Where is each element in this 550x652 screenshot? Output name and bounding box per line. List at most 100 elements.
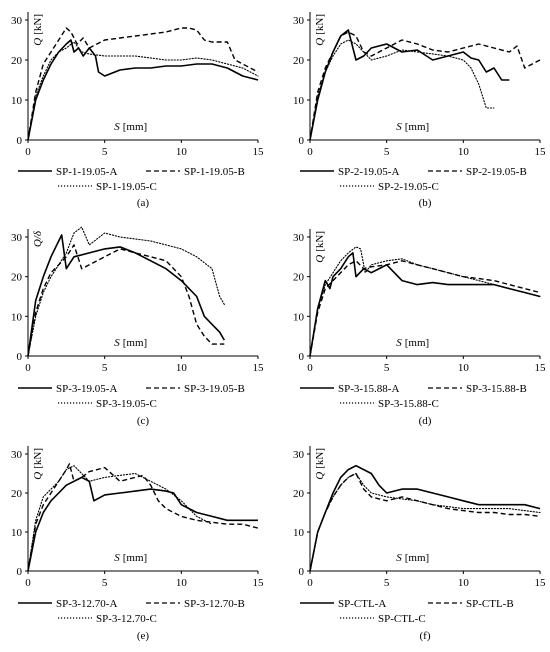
y-tick-label: 20 bbox=[11, 55, 23, 67]
series-line-sp-2-19-05-b bbox=[309, 31, 541, 141]
x-tick-label: 15 bbox=[535, 146, 547, 158]
x-axis-label: S [mm] bbox=[396, 121, 429, 133]
y-tick-label: 30 bbox=[293, 449, 305, 461]
panel-caption: (e) bbox=[137, 630, 150, 642]
y-tick-label: 30 bbox=[11, 449, 23, 461]
y-axis-label-unit: [kN] bbox=[314, 448, 326, 469]
legend-label: SP-3-12.70-A bbox=[56, 598, 117, 610]
x-tick-label: 15 bbox=[253, 362, 265, 374]
series-line-sp-3-19-05-b bbox=[27, 244, 225, 357]
chart-panel-a: 0 5 10 15 0 10 20 30 Q [kN] S [mm] SP-1-19.05-A SP-1-… bbox=[11, 12, 264, 209]
chart-panel-d: 0 5 10 15 0 10 20 30 Q [kN] S [mm] SP-3-15.88-A SP-3-… bbox=[293, 229, 546, 427]
series-line-sp-ctl-a bbox=[309, 464, 541, 572]
y-tick-label: 10 bbox=[293, 95, 305, 107]
y-tick-label: 0 bbox=[299, 351, 305, 363]
x-axis-label-unit: [mm] bbox=[405, 121, 429, 133]
y-axis-label: Q/δ bbox=[32, 230, 44, 247]
y-axis-label-var: Q/δ bbox=[32, 230, 44, 247]
x-tick-label: 10 bbox=[458, 146, 470, 158]
chart-panel-e: 0 5 10 15 0 10 20 30 Q [kN] S [mm] SP-3-12.70-A SP-3-… bbox=[11, 446, 264, 642]
x-tick-label: 0 bbox=[307, 577, 313, 589]
series-line-sp-1-19-05-b bbox=[27, 27, 259, 141]
legend-label: SP-1-19.05-B bbox=[184, 166, 245, 178]
x-axis-label: S [mm] bbox=[396, 337, 429, 349]
x-axis-label: S [mm] bbox=[396, 552, 429, 564]
y-axis-label: Q [kN] bbox=[314, 14, 326, 46]
legend-label: SP-3-19.05-B bbox=[184, 383, 245, 395]
legend-label: SP-3-12.70-C bbox=[96, 613, 157, 625]
chart-panel-c: 0 5 10 15 0 10 20 30 Q/δ S [mm] SP-3-19.05-A SP-3-19… bbox=[11, 226, 265, 427]
chart-panel-f: 0 5 10 15 0 10 20 30 Q [kN] S [mm] SP-CTL-A SP-CTL-B S… bbox=[293, 446, 546, 642]
legend-label: SP-2-19.05-B bbox=[466, 166, 527, 178]
chart-panel-b: 0 5 10 15 0 10 20 30 Q [kN] S [mm] SP-2-19.05-A SP-2-… bbox=[293, 12, 546, 209]
series-line-sp-2-19-05-c bbox=[309, 39, 495, 141]
y-tick-label: 10 bbox=[11, 311, 23, 323]
x-tick-label: 10 bbox=[458, 362, 470, 374]
series-line-sp-1-19-05-c bbox=[27, 41, 259, 141]
x-axis-label: S [mm] bbox=[114, 552, 147, 564]
y-tick-label: 30 bbox=[293, 232, 305, 244]
x-axis-label-unit: [mm] bbox=[123, 337, 147, 349]
legend-label: SP-3-15.88-A bbox=[338, 383, 399, 395]
x-tick-label: 15 bbox=[535, 577, 547, 589]
y-tick-label: 0 bbox=[17, 566, 23, 578]
x-tick-label: 15 bbox=[535, 362, 547, 374]
x-axis-label: S [mm] bbox=[114, 337, 147, 349]
y-tick-label: 20 bbox=[11, 488, 23, 500]
y-tick-label: 10 bbox=[293, 527, 305, 539]
series-line-sp-ctl-b bbox=[309, 472, 541, 572]
y-axis-label-unit: [kN] bbox=[32, 14, 44, 35]
x-tick-label: 5 bbox=[384, 146, 390, 158]
x-tick-label: 0 bbox=[307, 146, 313, 158]
legend-label: SP-3-15.88-C bbox=[378, 398, 439, 410]
y-tick-label: 20 bbox=[293, 55, 305, 67]
y-tick-label: 0 bbox=[17, 351, 23, 363]
series-line-sp-ctl-c bbox=[309, 472, 541, 572]
y-tick-label: 10 bbox=[11, 527, 23, 539]
legend-label: SP-3-19.05-C bbox=[96, 398, 157, 410]
x-tick-label: 15 bbox=[253, 577, 265, 589]
series-line-sp-3-19-05-c bbox=[27, 226, 225, 357]
x-axis-label: S [mm] bbox=[114, 121, 147, 133]
x-tick-label: 15 bbox=[253, 146, 265, 158]
x-tick-label: 10 bbox=[176, 362, 188, 374]
y-axis-label: Q [kN] bbox=[314, 448, 326, 480]
y-tick-label: 30 bbox=[11, 232, 23, 244]
series-line-sp-3-15-88-c bbox=[309, 246, 541, 357]
x-axis-label-unit: [mm] bbox=[123, 552, 147, 564]
x-axis-label-var: S bbox=[114, 337, 120, 349]
x-axis-label-var: S bbox=[396, 337, 402, 349]
y-axis-label: Q [kN] bbox=[314, 231, 326, 263]
legend-label: SP-3-19.05-A bbox=[56, 383, 117, 395]
x-tick-label: 5 bbox=[102, 577, 108, 589]
y-axis-label: Q [kN] bbox=[32, 14, 44, 46]
y-tick-label: 20 bbox=[11, 272, 23, 284]
y-axis-label-unit: [kN] bbox=[314, 231, 326, 252]
y-tick-label: 0 bbox=[17, 135, 23, 147]
x-tick-label: 0 bbox=[25, 362, 31, 374]
y-tick-label: 20 bbox=[293, 272, 305, 284]
y-tick-label: 0 bbox=[299, 135, 305, 147]
panel-caption: (f) bbox=[420, 630, 431, 642]
x-tick-label: 5 bbox=[102, 146, 108, 158]
x-tick-label: 5 bbox=[384, 362, 390, 374]
legend-label: SP-1-19.05-C bbox=[96, 181, 157, 193]
series-line-sp-3-15-88-a bbox=[309, 252, 541, 357]
panel-caption: (c) bbox=[137, 415, 150, 427]
legend-label: SP-CTL-A bbox=[338, 598, 386, 610]
y-axis-label-var: Q bbox=[32, 472, 44, 480]
legend-label: SP-1-19.05-A bbox=[56, 166, 117, 178]
x-axis-label-unit: [mm] bbox=[405, 552, 429, 564]
y-tick-label: 0 bbox=[299, 566, 305, 578]
legend-label: SP-2-19.05-C bbox=[378, 181, 439, 193]
legend-label: SP-CTL-B bbox=[466, 598, 514, 610]
panel-caption: (a) bbox=[137, 197, 150, 209]
y-axis-label-var: Q bbox=[314, 255, 326, 263]
x-tick-label: 10 bbox=[176, 577, 188, 589]
x-axis-label-unit: [mm] bbox=[405, 337, 429, 349]
x-tick-label: 0 bbox=[307, 362, 313, 374]
x-axis-label-var: S bbox=[114, 552, 120, 564]
x-tick-label: 0 bbox=[25, 146, 31, 158]
legend-label: SP-2-19.05-A bbox=[338, 166, 399, 178]
